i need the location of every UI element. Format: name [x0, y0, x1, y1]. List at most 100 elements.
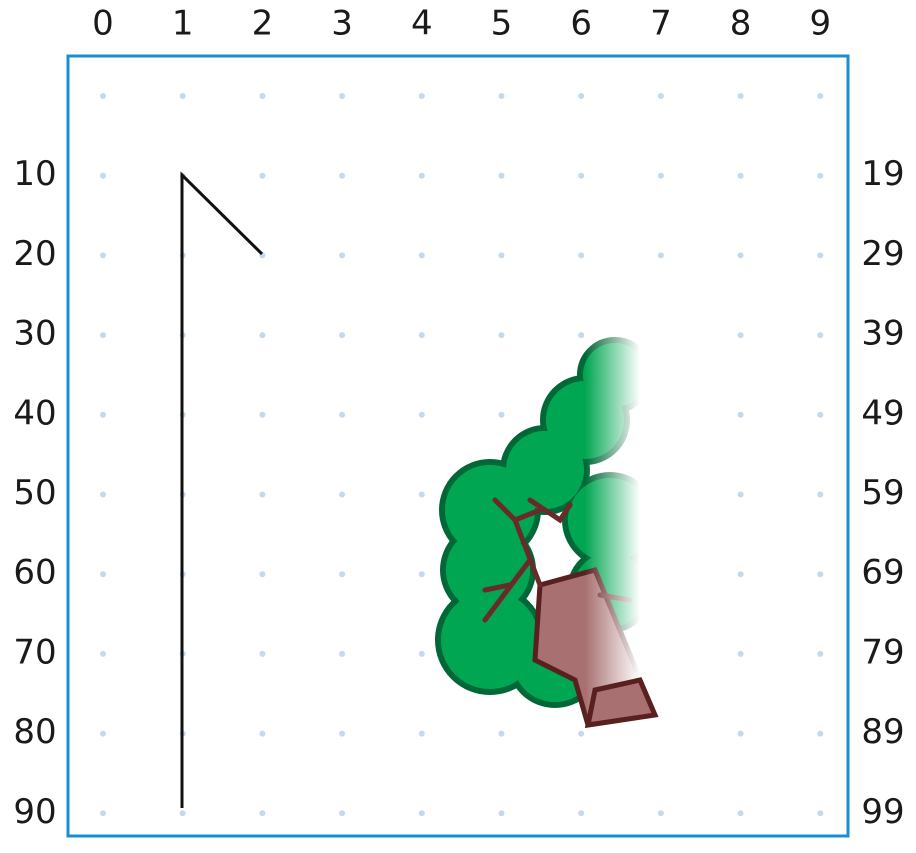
grid-dot — [817, 571, 823, 577]
column-label: 7 — [650, 4, 672, 44]
grid-dot — [339, 651, 345, 657]
grid-board: 0123456789102030405060708090192939495969… — [0, 0, 916, 853]
grid-dot — [658, 810, 664, 816]
grid-dot — [100, 492, 106, 498]
grid-dot — [419, 492, 425, 498]
grid-dot — [817, 810, 823, 816]
grid-dot — [259, 332, 265, 338]
grid-dot — [419, 651, 425, 657]
grid-dot — [259, 731, 265, 737]
grid-dot — [578, 731, 584, 737]
grid-dot — [100, 731, 106, 737]
grid-dot — [817, 651, 823, 657]
grid-dot — [578, 810, 584, 816]
grid-dot — [738, 252, 744, 258]
grid-dot — [339, 492, 345, 498]
grid-dot — [419, 810, 425, 816]
row-label-left: 50 — [13, 473, 56, 513]
grid-dot — [738, 571, 744, 577]
grid-dot — [738, 173, 744, 179]
grid-dot — [339, 93, 345, 99]
grid-dot — [578, 332, 584, 338]
grid-dot — [339, 571, 345, 577]
column-label: 6 — [570, 4, 592, 44]
grid-dot — [578, 173, 584, 179]
grid-dot — [499, 412, 505, 418]
grid-dot — [259, 651, 265, 657]
row-label-right: 89 — [861, 712, 904, 752]
grid-dot — [419, 332, 425, 338]
grid-dot — [259, 571, 265, 577]
grid-dot — [817, 492, 823, 498]
row-label-left: 20 — [13, 234, 56, 274]
grid-dot — [499, 173, 505, 179]
grid-dot — [738, 412, 744, 418]
grid-dot — [339, 810, 345, 816]
grid-dot — [339, 332, 345, 338]
grid-dot — [419, 173, 425, 179]
grid-dot — [100, 173, 106, 179]
grid-dot — [658, 173, 664, 179]
grid-dot — [578, 252, 584, 258]
column-label: 0 — [92, 4, 114, 44]
grid-dot — [100, 810, 106, 816]
grid-dot — [817, 173, 823, 179]
row-label-left: 10 — [13, 154, 56, 194]
grid-dot — [817, 412, 823, 418]
row-label-right: 69 — [861, 553, 904, 593]
drawn-line — [182, 175, 262, 808]
row-label-left: 60 — [13, 553, 56, 593]
grid-dot — [259, 492, 265, 498]
grid-dot — [499, 731, 505, 737]
grid-dot — [100, 651, 106, 657]
grid-dot — [180, 810, 186, 816]
grid-dot — [419, 731, 425, 737]
grid-dot — [259, 412, 265, 418]
grid-dot — [259, 173, 265, 179]
grid-dot — [499, 810, 505, 816]
grid-dot — [259, 810, 265, 816]
grid-dot — [817, 731, 823, 737]
grid-dot — [259, 93, 265, 99]
tree — [438, 320, 665, 740]
row-label-right: 59 — [861, 473, 904, 513]
grid-dot — [100, 93, 106, 99]
grid-dot — [339, 252, 345, 258]
column-label: 1 — [172, 4, 194, 44]
grid-dot — [100, 252, 106, 258]
grid-dot — [339, 731, 345, 737]
row-label-right: 99 — [861, 792, 904, 832]
column-label: 8 — [730, 4, 752, 44]
row-label-left: 80 — [13, 712, 56, 752]
grid-dot — [100, 571, 106, 577]
column-label: 4 — [411, 4, 433, 44]
grid-dot — [578, 93, 584, 99]
grid-dot — [339, 173, 345, 179]
row-label-right: 39 — [861, 314, 904, 354]
row-label-right: 79 — [861, 632, 904, 672]
grid-dot — [419, 252, 425, 258]
row-label-left: 90 — [13, 792, 56, 832]
grid-dot — [180, 93, 186, 99]
column-label: 3 — [331, 4, 353, 44]
row-label-right: 29 — [861, 234, 904, 274]
grid-dot — [738, 651, 744, 657]
grid-dot — [100, 332, 106, 338]
grid-dot — [658, 252, 664, 258]
grid-dot — [817, 93, 823, 99]
grid-dot — [499, 93, 505, 99]
row-label-left: 30 — [13, 314, 56, 354]
grid-frame — [68, 56, 848, 836]
grid-dot — [738, 332, 744, 338]
grid-dot — [738, 810, 744, 816]
grid-dot — [817, 252, 823, 258]
grid-dot — [738, 731, 744, 737]
grid-dot — [419, 571, 425, 577]
grid-dot — [817, 332, 823, 338]
row-label-left: 70 — [13, 632, 56, 672]
grid-dot — [658, 93, 664, 99]
grid-dot — [738, 93, 744, 99]
row-label-right: 49 — [861, 393, 904, 433]
grid-dot — [419, 412, 425, 418]
grid-dot — [738, 492, 744, 498]
